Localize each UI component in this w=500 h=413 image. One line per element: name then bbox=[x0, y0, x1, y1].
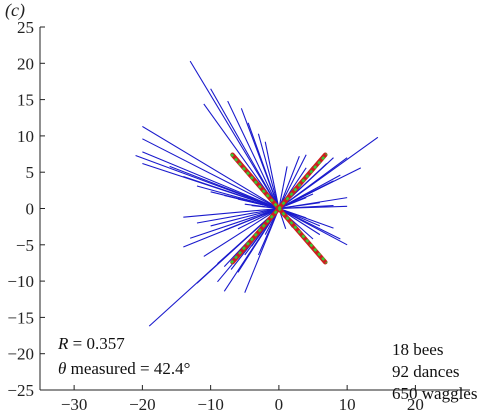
theta-annotation: θ measured = 42.4° bbox=[58, 359, 190, 378]
waggle-vector-46 bbox=[278, 154, 307, 209]
waggle-vector-22 bbox=[183, 207, 279, 218]
bees-count: 18 bees bbox=[392, 340, 443, 359]
y-tick-label: 20 bbox=[17, 54, 34, 73]
waggle-vector-29 bbox=[203, 208, 280, 257]
waggle-vector-13 bbox=[169, 165, 280, 210]
waggle-vector-66 bbox=[278, 207, 334, 229]
plot-area bbox=[135, 60, 379, 327]
waggle-vector-19 bbox=[237, 198, 280, 210]
r-value: = 0.357 bbox=[68, 334, 125, 353]
waggles-count: 650 waggles bbox=[392, 384, 477, 403]
y-tick-label: 25 bbox=[17, 18, 34, 37]
waggle-vector-14 bbox=[183, 176, 280, 210]
waggle-vector-3 bbox=[227, 100, 280, 209]
waggle-vector-62 bbox=[278, 197, 348, 210]
r-symbol: R bbox=[57, 334, 69, 353]
x-tick-label: −30 bbox=[61, 395, 88, 413]
waggle-vector-54 bbox=[278, 136, 379, 209]
panel-label: (c) bbox=[5, 0, 25, 21]
waggle-vector-1 bbox=[210, 88, 280, 209]
dances-count: 92 dances bbox=[392, 362, 460, 381]
y-tick-label: 10 bbox=[17, 127, 34, 146]
y-tick-label: −20 bbox=[7, 345, 34, 364]
x-tick-label: 20 bbox=[407, 395, 424, 413]
waggle-vector-28 bbox=[183, 207, 280, 248]
y-tick-label: −15 bbox=[7, 308, 34, 327]
y-tick-label: −25 bbox=[7, 381, 34, 400]
waggle-vector-24 bbox=[210, 207, 280, 227]
y-tick-label: −5 bbox=[16, 236, 34, 255]
waggle-vector-21 bbox=[251, 205, 279, 210]
waggle-vector-9 bbox=[142, 138, 280, 209]
waggle-vector-6 bbox=[257, 133, 280, 209]
waggle-vector-59 bbox=[278, 197, 307, 210]
y-tick-label: 0 bbox=[26, 200, 35, 219]
waggle-vector-43 bbox=[244, 208, 280, 293]
waggle-vector-69 bbox=[278, 208, 321, 236]
theta-symbol: θ bbox=[58, 359, 66, 378]
waggle-vector-0 bbox=[189, 60, 280, 209]
fit-axis-line-4 bbox=[230, 153, 328, 264]
r-annotation: R = 0.357 bbox=[57, 334, 125, 353]
waggle-vector-8 bbox=[142, 125, 280, 209]
waggle-vector-63 bbox=[278, 205, 348, 210]
waggle-vector-44 bbox=[278, 166, 288, 209]
x-tick-label: −10 bbox=[197, 395, 224, 413]
waggle-vector-5 bbox=[247, 122, 280, 209]
waggle-vector-45 bbox=[278, 156, 300, 209]
y-tick-label: 15 bbox=[17, 91, 34, 110]
waggle-vector-26 bbox=[237, 208, 280, 230]
x-tick-label: −20 bbox=[129, 395, 156, 413]
waggle-vector-10 bbox=[142, 151, 280, 210]
theta-value: measured = 42.4° bbox=[66, 359, 190, 378]
waggle-vector-27 bbox=[189, 207, 280, 239]
y-tick-label: 5 bbox=[26, 163, 35, 182]
axes: −25 −20 −15 −10 −5 0 5 10 15 20 25 −30 −20 −10 0 10 20 bbox=[7, 18, 470, 413]
x-tick-label: 10 bbox=[339, 395, 356, 413]
waggle-vector-23 bbox=[196, 207, 279, 224]
x-tick-label: 0 bbox=[275, 395, 284, 413]
waggle-vector-7 bbox=[264, 141, 280, 209]
y-tick-label: −10 bbox=[7, 272, 34, 291]
waggle-vector-68 bbox=[278, 208, 348, 246]
